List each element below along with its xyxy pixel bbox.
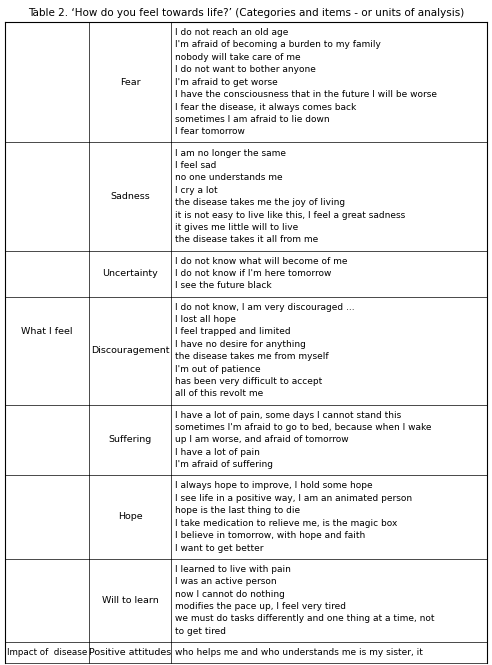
Text: the disease takes me the joy of living: the disease takes me the joy of living (175, 198, 345, 207)
Text: I do not know if I'm here tomorrow: I do not know if I'm here tomorrow (175, 269, 332, 278)
Text: I have a lot of pain, some days I cannot stand this: I have a lot of pain, some days I cannot… (175, 411, 401, 420)
Text: I do not know what will become of me: I do not know what will become of me (175, 257, 348, 265)
Text: sometimes I'm afraid to go to bed, because when I wake: sometimes I'm afraid to go to bed, becau… (175, 423, 432, 432)
Text: I cry a lot: I cry a lot (175, 186, 218, 195)
Text: I see the future black: I see the future black (175, 281, 272, 291)
Text: it is not easy to live like this, I feel a great sadness: it is not easy to live like this, I feel… (175, 211, 405, 219)
Text: has been very difficult to accept: has been very difficult to accept (175, 377, 323, 386)
Text: I do not know, I am very discouraged ...: I do not know, I am very discouraged ... (175, 303, 355, 312)
Text: I take medication to relieve me, is the magic box: I take medication to relieve me, is the … (175, 519, 398, 528)
Text: I fear the disease, it always comes back: I fear the disease, it always comes back (175, 102, 357, 112)
Text: I feel sad: I feel sad (175, 161, 216, 170)
Text: the disease takes me from myself: the disease takes me from myself (175, 352, 329, 361)
Text: we must do tasks differently and one thing at a time, not: we must do tasks differently and one thi… (175, 614, 435, 623)
Text: I'm afraid of becoming a burden to my family: I'm afraid of becoming a burden to my fa… (175, 41, 381, 49)
Text: I fear tomorrow: I fear tomorrow (175, 128, 245, 136)
Text: modifies the pace up, I feel very tired: modifies the pace up, I feel very tired (175, 602, 346, 611)
Text: I have no desire for anything: I have no desire for anything (175, 340, 306, 349)
Text: I was an active person: I was an active person (175, 577, 277, 586)
Text: the disease takes it all from me: the disease takes it all from me (175, 235, 318, 245)
Text: Discouragement: Discouragement (91, 346, 170, 355)
Text: I want to get better: I want to get better (175, 543, 264, 553)
Text: it gives me little will to live: it gives me little will to live (175, 223, 299, 232)
Text: I always hope to improve, I hold some hope: I always hope to improve, I hold some ho… (175, 481, 373, 491)
Text: Fear: Fear (120, 78, 141, 86)
Text: no one understands me: no one understands me (175, 174, 283, 182)
Text: I have a lot of pain: I have a lot of pain (175, 448, 260, 457)
Text: to get tired: to get tired (175, 626, 226, 636)
Text: nobody will take care of me: nobody will take care of me (175, 53, 301, 62)
Text: Table 2. ‘How do you feel towards life?’ (Categories and items - or units of ana: Table 2. ‘How do you feel towards life?’… (28, 8, 464, 18)
Text: up I am worse, and afraid of tomorrow: up I am worse, and afraid of tomorrow (175, 436, 349, 444)
Text: Sadness: Sadness (110, 192, 150, 201)
Text: sometimes I am afraid to lie down: sometimes I am afraid to lie down (175, 115, 330, 124)
Text: who helps me and who understands me is my sister, it: who helps me and who understands me is m… (175, 648, 423, 657)
Text: I do not reach an old age: I do not reach an old age (175, 28, 289, 37)
Text: Will to learn: Will to learn (102, 596, 159, 604)
Text: I believe in tomorrow, with hope and faith: I believe in tomorrow, with hope and fai… (175, 531, 366, 540)
Text: all of this revolt me: all of this revolt me (175, 390, 264, 398)
Text: hope is the last thing to die: hope is the last thing to die (175, 506, 301, 515)
Text: Hope: Hope (118, 513, 143, 521)
Text: I learned to live with pain: I learned to live with pain (175, 565, 291, 574)
Text: Suffering: Suffering (109, 436, 152, 444)
Text: I see life in a positive way, I am an animated person: I see life in a positive way, I am an an… (175, 494, 412, 503)
Text: I lost all hope: I lost all hope (175, 315, 236, 324)
Text: Positive attitudes: Positive attitudes (89, 648, 171, 657)
Text: I'm afraid of suffering: I'm afraid of suffering (175, 460, 273, 469)
Text: I feel trapped and limited: I feel trapped and limited (175, 327, 291, 336)
Text: I'm afraid to get worse: I'm afraid to get worse (175, 78, 278, 86)
Text: What I feel: What I feel (22, 327, 73, 336)
Text: I am no longer the same: I am no longer the same (175, 148, 286, 158)
Text: Impact of  disease: Impact of disease (7, 648, 87, 657)
Text: I do not want to bother anyone: I do not want to bother anyone (175, 65, 316, 74)
Text: I'm out of patience: I'm out of patience (175, 364, 261, 374)
Text: I have the consciousness that in the future I will be worse: I have the consciousness that in the fut… (175, 90, 437, 99)
Text: Uncertainty: Uncertainty (102, 269, 158, 278)
Text: now I cannot do nothing: now I cannot do nothing (175, 589, 285, 599)
